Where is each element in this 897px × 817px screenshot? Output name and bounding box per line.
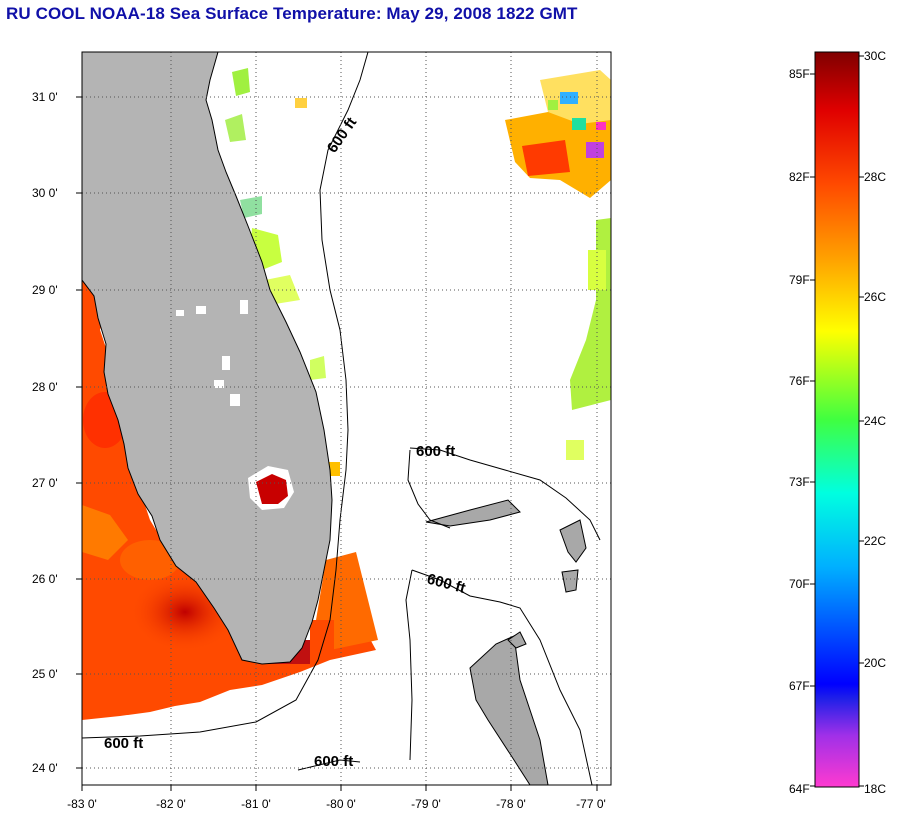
f-label: 85F: [789, 67, 810, 81]
big-bend-land: [82, 150, 198, 272]
f-label: 67F: [789, 679, 810, 693]
colorbar-gradient: [814, 51, 860, 788]
lon-tick-label: -83 0': [67, 797, 97, 811]
lon-tick-label: -82 0': [156, 797, 186, 811]
lat-tick-label: 26 0': [32, 572, 58, 586]
lat-tick-label: 28 0': [32, 380, 58, 394]
temperature-colorbar: 85F 82F 79F 76F 73F 70F 67F 64F 30C 28C …: [789, 49, 886, 796]
graticule: [82, 52, 611, 785]
map-frame: [81, 51, 612, 786]
longitude-axis: -83 0' -82 0' -81 0' -80 0' -79 0' -78 0…: [67, 785, 606, 811]
lat-tick-label: 25 0': [32, 667, 58, 681]
colorbar-celsius-labels: 30C 28C 26C 24C 22C 20C 18C: [859, 49, 886, 796]
c-label: 26C: [864, 290, 886, 304]
c-label: 24C: [864, 414, 886, 428]
lat-tick-label: 31 0': [32, 90, 58, 104]
contour-label-south: 600 ft: [314, 753, 353, 770]
c-label: 22C: [864, 534, 886, 548]
c-label: 18C: [864, 782, 886, 796]
lon-tick-label: -78 0': [496, 797, 526, 811]
lat-tick-label: 30 0': [32, 186, 58, 200]
c-label: 20C: [864, 656, 886, 670]
lat-tick-label: 24 0': [32, 761, 58, 775]
c-label: 28C: [864, 170, 886, 184]
lon-tick-label: -79 0': [411, 797, 441, 811]
f-label: 76F: [789, 374, 810, 388]
f-label: 79F: [789, 273, 810, 287]
colorbar-fahrenheit-labels: 85F 82F 79F 76F 73F 70F 67F 64F: [789, 67, 815, 796]
page-title: RU COOL NOAA-18 Sea Surface Temperature:…: [6, 4, 578, 23]
f-label: 73F: [789, 475, 810, 489]
northeast-sst-patches: [505, 70, 611, 460]
lat-tick-label: 29 0': [32, 283, 58, 297]
f-label: 64F: [789, 782, 810, 796]
lat-tick-label: 27 0': [32, 476, 58, 490]
contour-label-bahamas: 600 ft: [416, 443, 455, 460]
bahamas-bank-outlines: [297, 447, 601, 785]
600ft-contour-line: [82, 52, 369, 739]
latitude-axis: 31 0' 30 0' 29 0' 28 0' 27 0' 26 0' 25 0…: [32, 90, 82, 775]
lon-tick-label: -80 0': [326, 797, 356, 811]
inland-lakes: [176, 300, 248, 406]
contour-label-southwest: 600 ft: [104, 735, 143, 752]
map-panel: [82, 52, 611, 785]
f-label: 70F: [789, 577, 810, 591]
lon-tick-label: -81 0': [241, 797, 271, 811]
c-label: 30C: [864, 49, 886, 63]
f-label: 82F: [789, 170, 810, 184]
lon-tick-label: -77 0': [576, 797, 606, 811]
bahamas-islands: [425, 499, 587, 785]
